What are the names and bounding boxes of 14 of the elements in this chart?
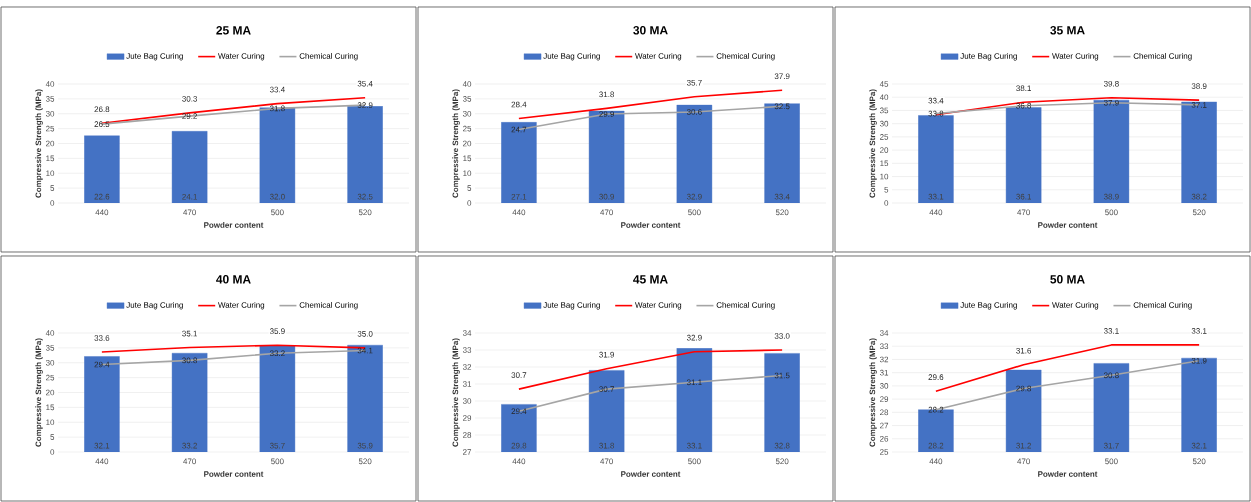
chart-title: 25 MA xyxy=(216,26,251,35)
chart-title: 50 MA xyxy=(1050,275,1085,284)
bar xyxy=(588,110,625,203)
chart-title: 35 MA xyxy=(1050,26,1085,35)
bar xyxy=(501,122,537,203)
bar xyxy=(171,131,208,203)
bar xyxy=(676,104,713,203)
bar xyxy=(259,107,296,203)
bar xyxy=(347,106,383,203)
bar xyxy=(764,103,800,203)
bar xyxy=(84,135,120,203)
chart-title: 45 MA xyxy=(633,275,668,284)
chart-title: 40 MA xyxy=(216,275,251,284)
chart-title: 30 MA xyxy=(633,26,668,35)
